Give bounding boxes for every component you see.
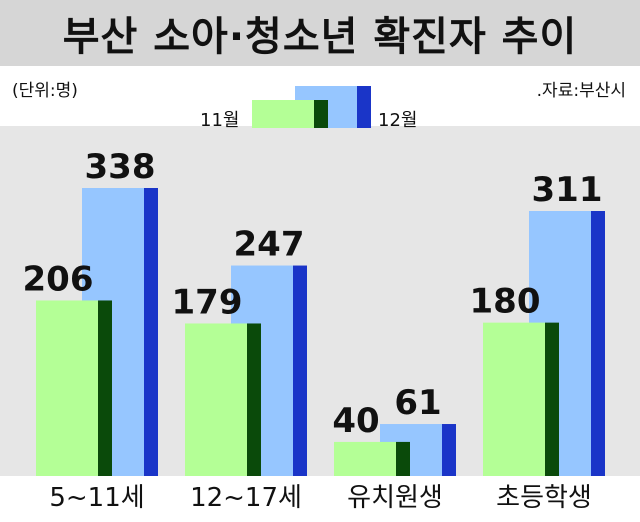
- bar-series-1: [483, 323, 545, 476]
- category-label: 초등학생: [496, 483, 592, 513]
- bar-shade-series-1: [247, 323, 261, 476]
- data-label-series-1: 180: [470, 282, 541, 322]
- bar-series-1: [36, 300, 98, 476]
- category-label: 12~17세: [190, 483, 302, 513]
- data-label-series-2: 61: [394, 383, 441, 423]
- bar-series-1: [334, 442, 396, 476]
- data-label-series-2: 311: [532, 170, 603, 210]
- legend-label-series-1: 11월: [200, 106, 239, 132]
- data-label-series-1: 179: [172, 282, 243, 322]
- bar-series-1: [185, 323, 247, 476]
- bar-shade-series-2: [591, 211, 605, 476]
- data-label-series-2: 338: [85, 147, 156, 187]
- bar-shade-series-2: [144, 188, 158, 476]
- bar-shade-series-2: [442, 424, 456, 476]
- legend-label-series-2: 12월: [378, 106, 417, 132]
- data-label-series-2: 247: [234, 225, 305, 265]
- category-label: 유치원생: [347, 483, 443, 513]
- category-label: 5~11세: [49, 483, 144, 513]
- data-label-series-1: 40: [332, 401, 379, 441]
- data-label-series-1: 206: [23, 259, 94, 299]
- bar-shade-series-2: [293, 266, 307, 476]
- bar-shade-series-1: [545, 323, 559, 476]
- bar-shade-series-1: [98, 300, 112, 476]
- legend-swatch-series-1: [252, 100, 314, 128]
- legend-swatch-shade-series-2: [357, 86, 371, 128]
- legend-swatch-shade-series-1: [314, 100, 328, 128]
- bar-shade-series-1: [396, 442, 410, 476]
